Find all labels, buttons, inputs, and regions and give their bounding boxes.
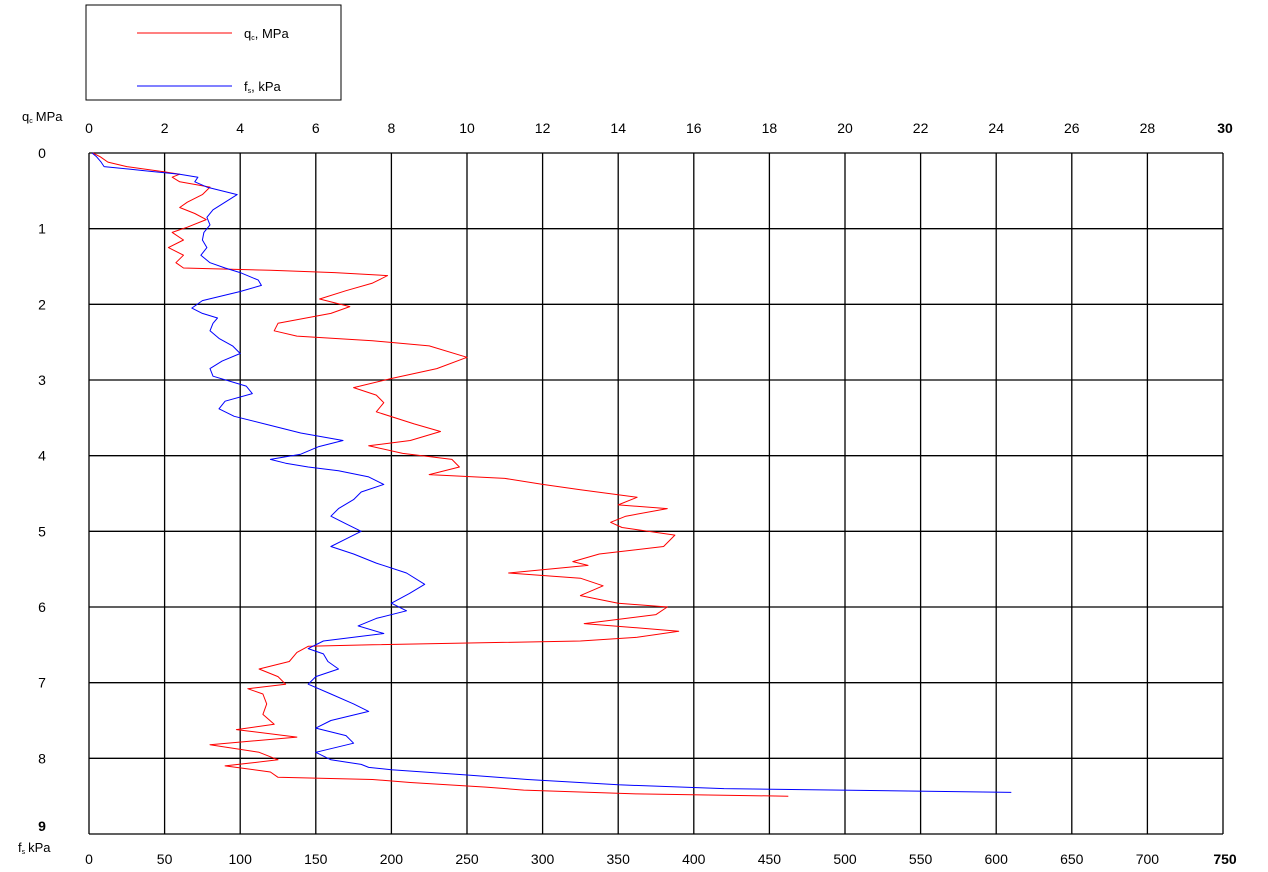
bottom-tick-label: 100 — [229, 851, 253, 867]
left-tick-label: 1 — [38, 221, 46, 237]
y-axis-label-main: q — [22, 109, 29, 124]
left-axis-ticks: 0 1 2 3 4 5 6 7 8 9 — [38, 145, 46, 834]
bottom-tick-label: 750 — [1213, 851, 1237, 867]
left-tick-label: 0 — [38, 145, 46, 161]
x-bottom-axis-label-unit: kPa — [28, 840, 51, 855]
x-bottom-axis-label-sub: s — [22, 849, 26, 856]
top-tick-label: 4 — [236, 120, 244, 136]
bottom-tick-label: 50 — [157, 851, 173, 867]
legend-qc-unit: , MPa — [255, 26, 290, 41]
top-axis-ticks: 0 2 4 6 8 10 12 14 16 18 20 22 24 26 28 30 — [85, 120, 1233, 136]
bottom-tick-label: 600 — [985, 851, 1009, 867]
top-tick-label: 18 — [762, 120, 778, 136]
left-tick-label: 4 — [38, 448, 46, 464]
legend: qc, MPa fs, kPa — [85, 4, 342, 101]
top-tick-label: 24 — [988, 120, 1004, 136]
top-tick-label: 28 — [1140, 120, 1156, 136]
top-tick-label: 2 — [161, 120, 169, 136]
left-tick-label: 2 — [38, 296, 46, 312]
x-bottom-axis-label-main: f — [18, 840, 22, 855]
legend-fs-sub: s — [248, 88, 252, 95]
bottom-tick-label: 200 — [380, 851, 404, 867]
top-tick-label: 20 — [837, 120, 853, 136]
bottom-tick-label: 500 — [833, 851, 857, 867]
left-tick-label: 3 — [38, 372, 46, 388]
bottom-tick-label: 300 — [531, 851, 555, 867]
left-tick-label: 9 — [38, 818, 46, 834]
legend-qc-main: q — [244, 26, 251, 41]
top-tick-label: 0 — [85, 120, 93, 136]
bottom-tick-label: 650 — [1060, 851, 1084, 867]
series-line-fs — [91, 152, 1012, 793]
top-tick-label: 6 — [312, 120, 320, 136]
y-axis-label-sub: c — [29, 118, 33, 125]
y-axis-label: qc MPa — [22, 109, 63, 125]
left-tick-label: 8 — [38, 750, 46, 766]
left-tick-label: 6 — [38, 599, 46, 615]
left-tick-label: 5 — [38, 523, 46, 539]
bottom-tick-label: 0 — [85, 851, 93, 867]
legend-label-qc: qc, MPa — [244, 26, 289, 42]
top-tick-label: 30 — [1217, 120, 1233, 136]
top-tick-label: 12 — [535, 120, 551, 136]
bottom-tick-label: 450 — [758, 851, 782, 867]
top-tick-label: 16 — [686, 120, 702, 136]
series-line-qc — [92, 152, 789, 797]
grid — [88, 152, 1224, 835]
top-tick-label: 22 — [913, 120, 929, 136]
bottom-tick-label: 550 — [909, 851, 933, 867]
legend-fs-main: f — [244, 79, 248, 94]
bottom-tick-label: 350 — [607, 851, 631, 867]
series-group — [91, 152, 1012, 797]
bottom-tick-label: 250 — [455, 851, 479, 867]
top-tick-label: 10 — [459, 120, 475, 136]
top-tick-label: 14 — [610, 120, 626, 136]
x-bottom-axis-label: fs kPa — [18, 840, 51, 856]
bottom-tick-label: 400 — [682, 851, 706, 867]
top-tick-label: 26 — [1064, 120, 1080, 136]
bottom-tick-label: 150 — [304, 851, 328, 867]
bottom-tick-label: 700 — [1136, 851, 1160, 867]
legend-label-fs: fs, kPa — [244, 79, 282, 95]
top-tick-label: 8 — [388, 120, 396, 136]
legend-qc-sub: c — [251, 35, 255, 42]
legend-box — [85, 4, 342, 101]
bottom-axis-ticks: 0 50 100 150 200 250 300 350 400 450 500 550 600 650 7… — [85, 851, 1237, 867]
y-axis-label-unit: MPa — [36, 109, 64, 124]
legend-fs-unit: , kPa — [251, 79, 281, 94]
left-tick-label: 7 — [38, 675, 46, 691]
